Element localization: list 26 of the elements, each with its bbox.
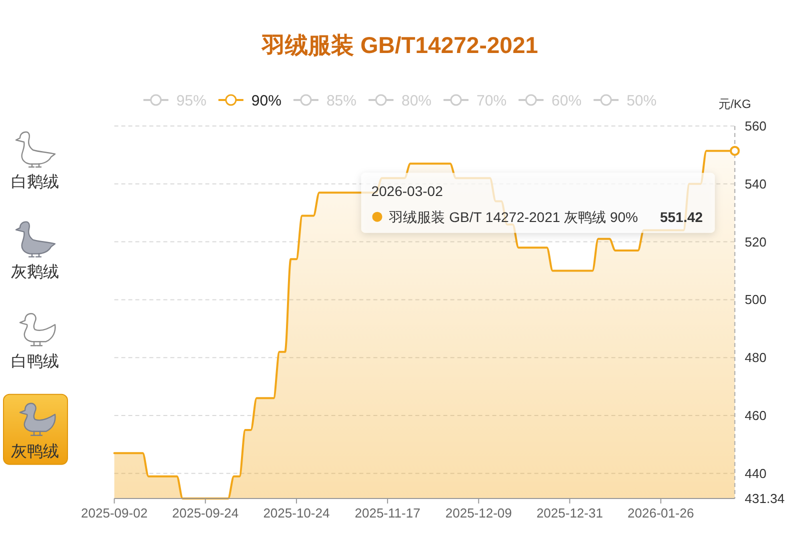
y-tick-label: 540 <box>744 176 767 192</box>
y-tick-label: 440 <box>744 466 767 481</box>
text: 白鸭绒 <box>11 352 59 371</box>
text: 灰鸭绒 <box>11 442 59 460</box>
legend-label: 90% <box>251 92 282 110</box>
y-tick-label: 460 <box>744 408 767 424</box>
text: 白鹅绒 <box>11 173 59 191</box>
x-tick-label: 2025-11-17 <box>354 506 420 520</box>
y-tick-label: 500 <box>744 292 767 308</box>
y-tick-label: 520 <box>744 234 767 250</box>
x-tick-label: 2025-09-02 <box>81 506 148 520</box>
y-tick-label: 560 <box>744 118 767 134</box>
annotation: 2026-03-02 <box>371 182 444 199</box>
tooltip: 2026-03-02 羽绒服装 GB/T 14272-2021 灰鸭绒 90% 551.42 <box>361 172 715 233</box>
x-tick-label: 2025-12-09 <box>445 506 512 520</box>
chart-title: 羽绒服装 GB/T14272-2021 <box>260 32 538 58</box>
x-tick-label: 2025-10-24 <box>263 506 330 520</box>
annotation: 551.42 <box>660 208 704 225</box>
text: 灰鹅绒 <box>11 262 59 281</box>
annotation: 羽绒服装 GB/T 14272-2021 灰鸭绒 90% <box>388 208 638 225</box>
y-tick-label: 431.34 <box>744 491 785 506</box>
x-tick-label: 2026-01-26 <box>628 506 694 520</box>
x-tick-label: 2025-09-24 <box>172 506 239 520</box>
y-axis-title: 元/KG <box>718 97 752 111</box>
x-tick-label: 2025-12-31 <box>536 506 603 520</box>
y-tick-label: 480 <box>744 350 767 366</box>
